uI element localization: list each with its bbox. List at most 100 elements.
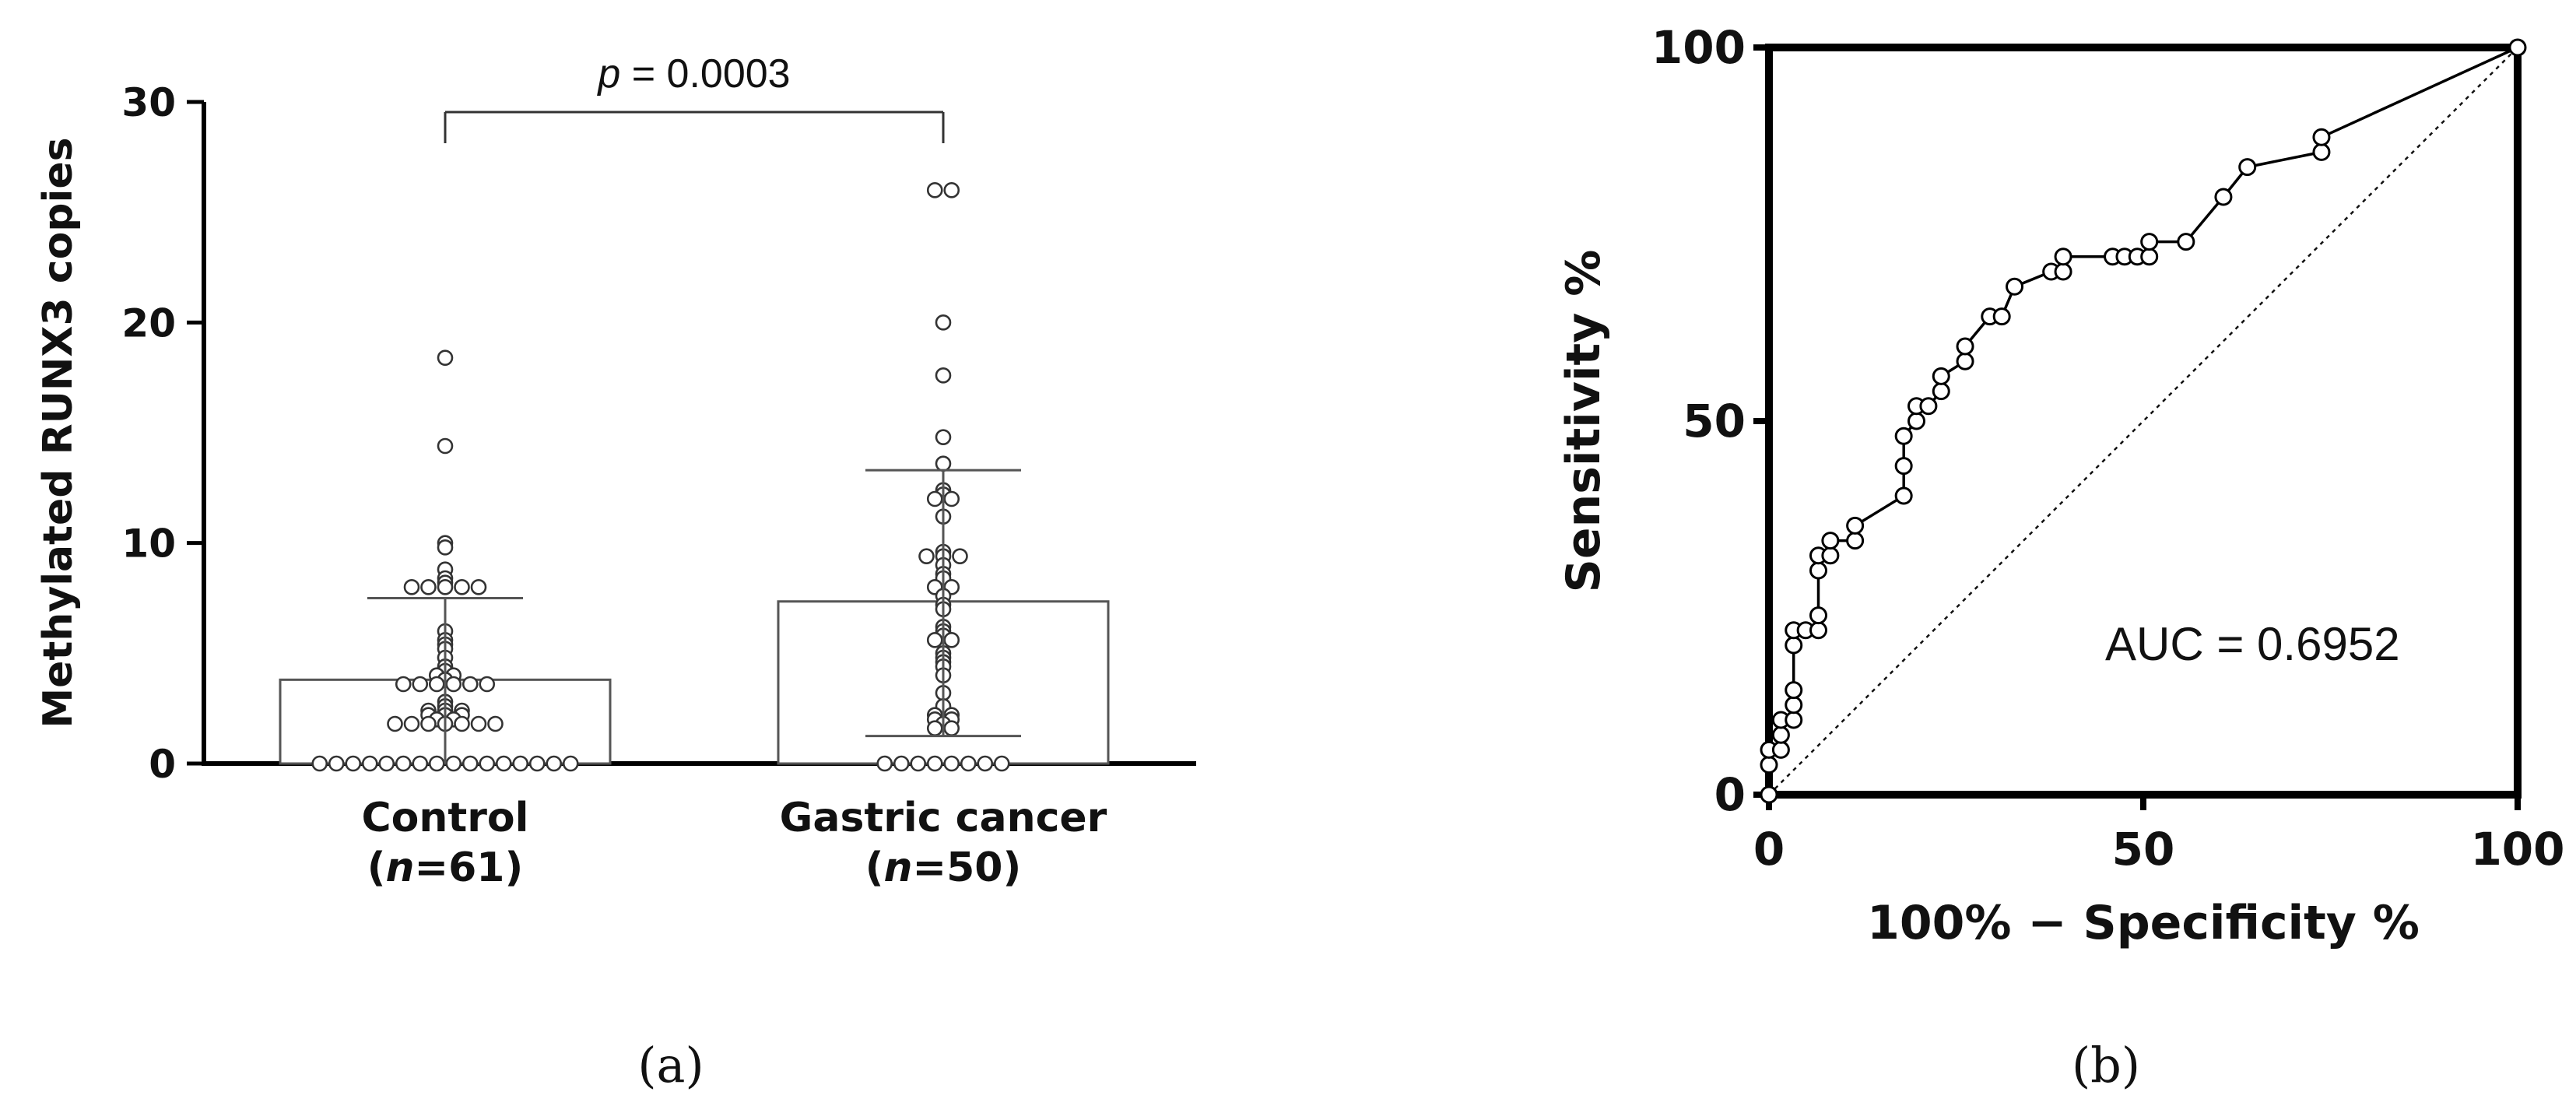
roc-point [1760, 756, 1778, 774]
data-point-control [437, 349, 454, 366]
data-point-control [420, 715, 437, 732]
roc-point [1846, 532, 1865, 550]
data-point-gastric-cancer [943, 490, 960, 507]
data-point-control [512, 755, 529, 772]
roc-point [2312, 128, 2331, 146]
n-value: =61 [415, 844, 505, 891]
roc-point [2006, 277, 2024, 296]
roc-point [1894, 457, 1913, 476]
roc-point [1956, 337, 1974, 356]
y-tick-label-b: 100 [1651, 21, 1746, 74]
data-point-control [454, 579, 470, 595]
y-axis-label-a: Methylated RUNX3 copies [35, 137, 82, 728]
x-tick-label-b: 0 [1753, 823, 1785, 876]
diagonal-reference-line [1768, 47, 2518, 795]
data-point-gastric-cancer [943, 720, 960, 736]
data-point-control [387, 715, 403, 732]
data-point-control [328, 755, 345, 772]
data-point-gastric-cancer [926, 720, 943, 736]
category-n-label: (n=61) [367, 844, 524, 891]
data-point-gastric-cancer [977, 755, 994, 772]
roc-point [1821, 532, 1840, 550]
data-point-gastric-cancer [935, 314, 952, 331]
data-point-control [311, 755, 328, 772]
data-point-gastric-cancer [943, 182, 960, 198]
data-point-control [528, 755, 546, 772]
auc-annotation: AUC = 0.6952 [2105, 618, 2400, 670]
data-point-control [445, 755, 462, 772]
data-point-gastric-cancer [935, 367, 952, 384]
data-point-control [403, 715, 420, 732]
data-point-control [345, 755, 362, 772]
roc-point [1992, 307, 2011, 326]
data-point-control [437, 579, 454, 595]
data-point-gastric-cancer [926, 632, 943, 648]
roc-point [2054, 248, 2072, 266]
data-point-control [470, 579, 487, 595]
data-point-gastric-cancer [918, 548, 935, 564]
roc-point [1771, 740, 1790, 759]
roc-point [2140, 248, 2159, 266]
data-point-control [395, 676, 412, 693]
roc-point [1809, 606, 1827, 625]
data-point-control [412, 676, 429, 693]
data-point-control [412, 755, 429, 772]
roc-point [1785, 696, 1803, 714]
roc-point [2214, 188, 2233, 206]
roc-point [1809, 561, 1827, 580]
data-point-control [470, 715, 487, 732]
p-value-text: = 0.0003 [620, 51, 790, 97]
data-point-control [420, 579, 437, 595]
n-symbol: n [386, 844, 415, 891]
data-point-control [495, 755, 512, 772]
data-point-gastric-cancer [935, 429, 952, 445]
data-point-gastric-cancer [926, 182, 943, 198]
panel-label-b: (b) [2072, 1037, 2140, 1094]
y-tick-label-a: 10 [121, 521, 176, 567]
data-point-gastric-cancer [926, 490, 943, 507]
significance-bracket: p = 0.0003 [444, 51, 945, 143]
roc-point [1785, 711, 1803, 729]
data-point-control [445, 676, 462, 693]
data-point-control [428, 755, 445, 772]
n-symbol: n [884, 844, 913, 891]
data-point-control [428, 676, 445, 693]
panel-b-roc-curve: 0 50 100 0 50 100 AUC = 0.6952 100% − Specifi… [1556, 21, 2565, 1094]
roc-point [2508, 38, 2527, 57]
data-point-control [479, 755, 496, 772]
y-tick-label-a: 30 [121, 80, 176, 125]
roc-point [2312, 142, 2331, 161]
roc-point [1821, 546, 1840, 565]
y-axis-label-b: Sensitivity % [1556, 250, 1611, 593]
data-point-control [462, 755, 479, 772]
data-point-control [361, 755, 378, 772]
data-point-control [395, 755, 412, 772]
category-n-label: (n=50) [865, 844, 1022, 891]
roc-point [1907, 412, 1926, 430]
roc-point [1956, 352, 1974, 370]
panel-label-a: (a) [637, 1037, 704, 1094]
roc-point [2238, 158, 2257, 177]
roc-point [1785, 636, 1803, 655]
data-point-gastric-cancer [943, 632, 960, 648]
data-point-control [479, 676, 496, 693]
data-point-gastric-cancer [893, 755, 910, 772]
roc-point [2054, 262, 2072, 281]
roc-point [1894, 427, 1913, 445]
data-point-gastric-cancer [943, 755, 960, 772]
y-tick-label-b: 0 [1714, 768, 1746, 821]
roc-point [1760, 785, 1778, 804]
p-symbol: p [596, 51, 620, 97]
x-axis-label-b: 100% − Specificity % [1867, 896, 2420, 950]
panel-a-dot-plot: 0 10 20 30 p = 0.0003 Methylated RUNX3 copi… [35, 51, 1196, 1094]
roc-point [1785, 681, 1803, 700]
data-point-gastric-cancer [993, 755, 1010, 772]
roc-point [1846, 516, 1865, 535]
roc-point [2140, 233, 2159, 251]
data-point-control [437, 437, 454, 455]
category-label: Gastric cancer [780, 795, 1107, 841]
p-value-label: p = 0.0003 [596, 51, 790, 97]
data-point-control [487, 715, 504, 732]
roc-point [1809, 621, 1827, 640]
